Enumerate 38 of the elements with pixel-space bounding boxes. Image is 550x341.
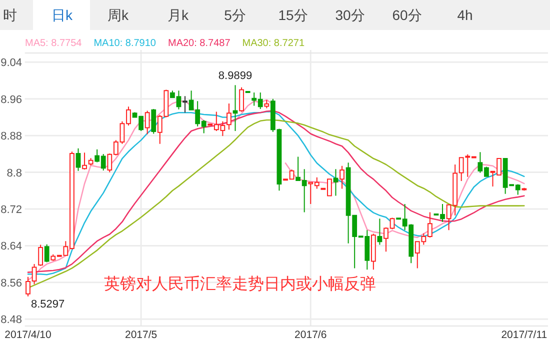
text: MA5: 8.7754 <box>25 38 82 49</box>
candlestick <box>340 165 344 190</box>
x-tick-label: 2017/6 <box>294 329 327 341</box>
annotation: 8.9899 <box>218 70 252 82</box>
x-tick-label: 2017/7/11 <box>501 329 548 341</box>
candlestick <box>182 96 188 114</box>
candlestick <box>88 158 94 166</box>
candlestick <box>377 218 382 246</box>
candlestick <box>264 100 270 109</box>
candlestick <box>38 244 44 266</box>
candlestick <box>44 244 50 263</box>
y-tick-label: 8.48 <box>0 314 22 326</box>
tab-bar: 时 日k 周k 月k 5分 15分 30分 60分 4h <box>0 0 550 30</box>
candlestick <box>226 102 232 130</box>
candlestick <box>144 110 150 135</box>
y-tick-label: 8.8 <box>6 167 22 180</box>
candlestick <box>82 152 87 170</box>
y-tick-label: 8.56 <box>0 277 22 290</box>
x-tick-label: 2017/5 <box>124 329 158 341</box>
y-tick-label: 8.64 <box>0 240 22 253</box>
annotation: 8.5297 <box>31 298 65 310</box>
candlestick <box>76 148 81 172</box>
candlestick <box>239 86 244 112</box>
y-tick-label: 8.88 <box>0 130 22 143</box>
candlestick <box>370 233 376 270</box>
y-tick-label: 9.04 <box>0 57 22 70</box>
candlestick <box>151 108 156 134</box>
x-tick-label: 2017/4/10 <box>4 329 52 341</box>
y-tick-label: 8.96 <box>0 94 22 106</box>
text: MA10: 8.7910 <box>94 38 156 49</box>
y-tick-label: 8.72 <box>0 204 22 216</box>
text: MA30: 8.7271 <box>242 38 305 49</box>
candlestick <box>232 84 238 132</box>
candlestick <box>522 187 527 192</box>
candlestick <box>245 90 250 94</box>
candlestick <box>333 168 338 196</box>
text: MA20: 8.7487 <box>168 38 231 49</box>
annotation: 英镑对人民币汇率走势日内或小幅反弹 <box>104 275 376 293</box>
